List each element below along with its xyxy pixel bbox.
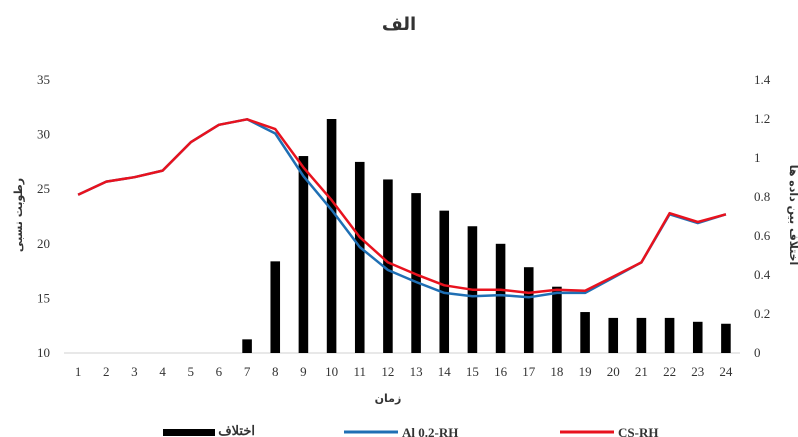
- right-tick-label: 0.8: [754, 189, 770, 204]
- legend-label-al: Al 0.2-RH: [402, 425, 458, 437]
- x-tick-label: 9: [300, 364, 307, 379]
- left-tick-label: 20: [37, 236, 50, 251]
- right-y-axis: 0 0.2 0.4 0.6 0.8 1 1.2 1.4: [754, 72, 771, 360]
- x-tick-label: 16: [494, 364, 508, 379]
- left-y-axis-label: رطوبت نسبی: [12, 178, 25, 252]
- left-tick-label: 35: [37, 72, 50, 87]
- x-tick-label: 4: [159, 364, 166, 379]
- bar: [495, 243, 506, 353]
- x-tick-label: 11: [353, 364, 366, 379]
- x-tick-label: 8: [272, 364, 279, 379]
- bar: [523, 267, 534, 353]
- bar: [692, 321, 703, 353]
- x-tick-label: 22: [663, 364, 676, 379]
- x-tick-label: 15: [466, 364, 479, 379]
- left-tick-label: 15: [37, 290, 50, 305]
- bar: [636, 317, 647, 353]
- series-line-cs-rh: [77, 118, 727, 295]
- right-tick-label: 0.6: [754, 228, 771, 243]
- x-tick-label: 24: [719, 364, 733, 379]
- legend-swatch-bars: [163, 429, 215, 436]
- right-tick-label: 0.4: [754, 267, 771, 282]
- left-tick-label: 30: [37, 127, 50, 142]
- bar: [721, 323, 731, 353]
- legend-label-bars: اختلاف: [218, 423, 255, 437]
- bar: [608, 317, 619, 353]
- x-tick-label: 1: [75, 364, 82, 379]
- left-tick-label: 25: [37, 181, 50, 196]
- x-tick-label: 19: [579, 364, 592, 379]
- x-axis-label: زمان: [375, 392, 402, 405]
- left-y-axis: 10 15 20 25 30 35: [37, 72, 50, 360]
- left-tick-label: 10: [37, 345, 50, 360]
- bar: [326, 119, 337, 353]
- x-tick-label: 17: [522, 364, 536, 379]
- right-tick-label: 1.2: [754, 111, 770, 126]
- right-tick-label: 1: [754, 150, 761, 165]
- right-tick-label: 1.4: [754, 72, 771, 87]
- x-tick-label: 14: [438, 364, 452, 379]
- right-tick-label: 0: [754, 345, 761, 360]
- x-tick-label: 20: [607, 364, 620, 379]
- series-line-al-0-2-rh: [77, 118, 727, 299]
- bar: [242, 339, 252, 353]
- x-tick-label: 2: [103, 364, 110, 379]
- bar: [580, 312, 590, 353]
- bar: [439, 210, 450, 353]
- bar: [270, 261, 281, 353]
- right-tick-label: 0.2: [754, 306, 770, 321]
- x-tick-label: 18: [550, 364, 563, 379]
- x-axis: 1 2 3 4 5 6 7 8 9 10 11 12 13 14 15 16 17 18 19 20 21 22 23 24: [75, 364, 733, 379]
- x-tick-label: 3: [131, 364, 138, 379]
- legend: اختلاف Al 0.2-RH CS-RH: [163, 423, 658, 437]
- bar: [383, 179, 393, 353]
- x-tick-label: 5: [188, 364, 195, 379]
- x-tick-label: 13: [410, 364, 423, 379]
- x-tick-label: 21: [635, 364, 648, 379]
- bar: [298, 156, 309, 353]
- bar: [552, 286, 562, 353]
- x-tick-label: 6: [216, 364, 223, 379]
- chart-title: الف: [382, 14, 416, 35]
- x-tick-label: 12: [381, 364, 394, 379]
- x-tick-label: 23: [691, 364, 704, 379]
- bar: [664, 317, 675, 353]
- lines-group: [77, 118, 727, 299]
- legend-label-cs: CS-RH: [618, 425, 658, 437]
- bar: [354, 161, 365, 353]
- x-tick-label: 7: [244, 364, 251, 379]
- right-y-axis-label: اختلاف بین داده ها: [787, 165, 798, 266]
- x-tick-label: 10: [325, 364, 338, 379]
